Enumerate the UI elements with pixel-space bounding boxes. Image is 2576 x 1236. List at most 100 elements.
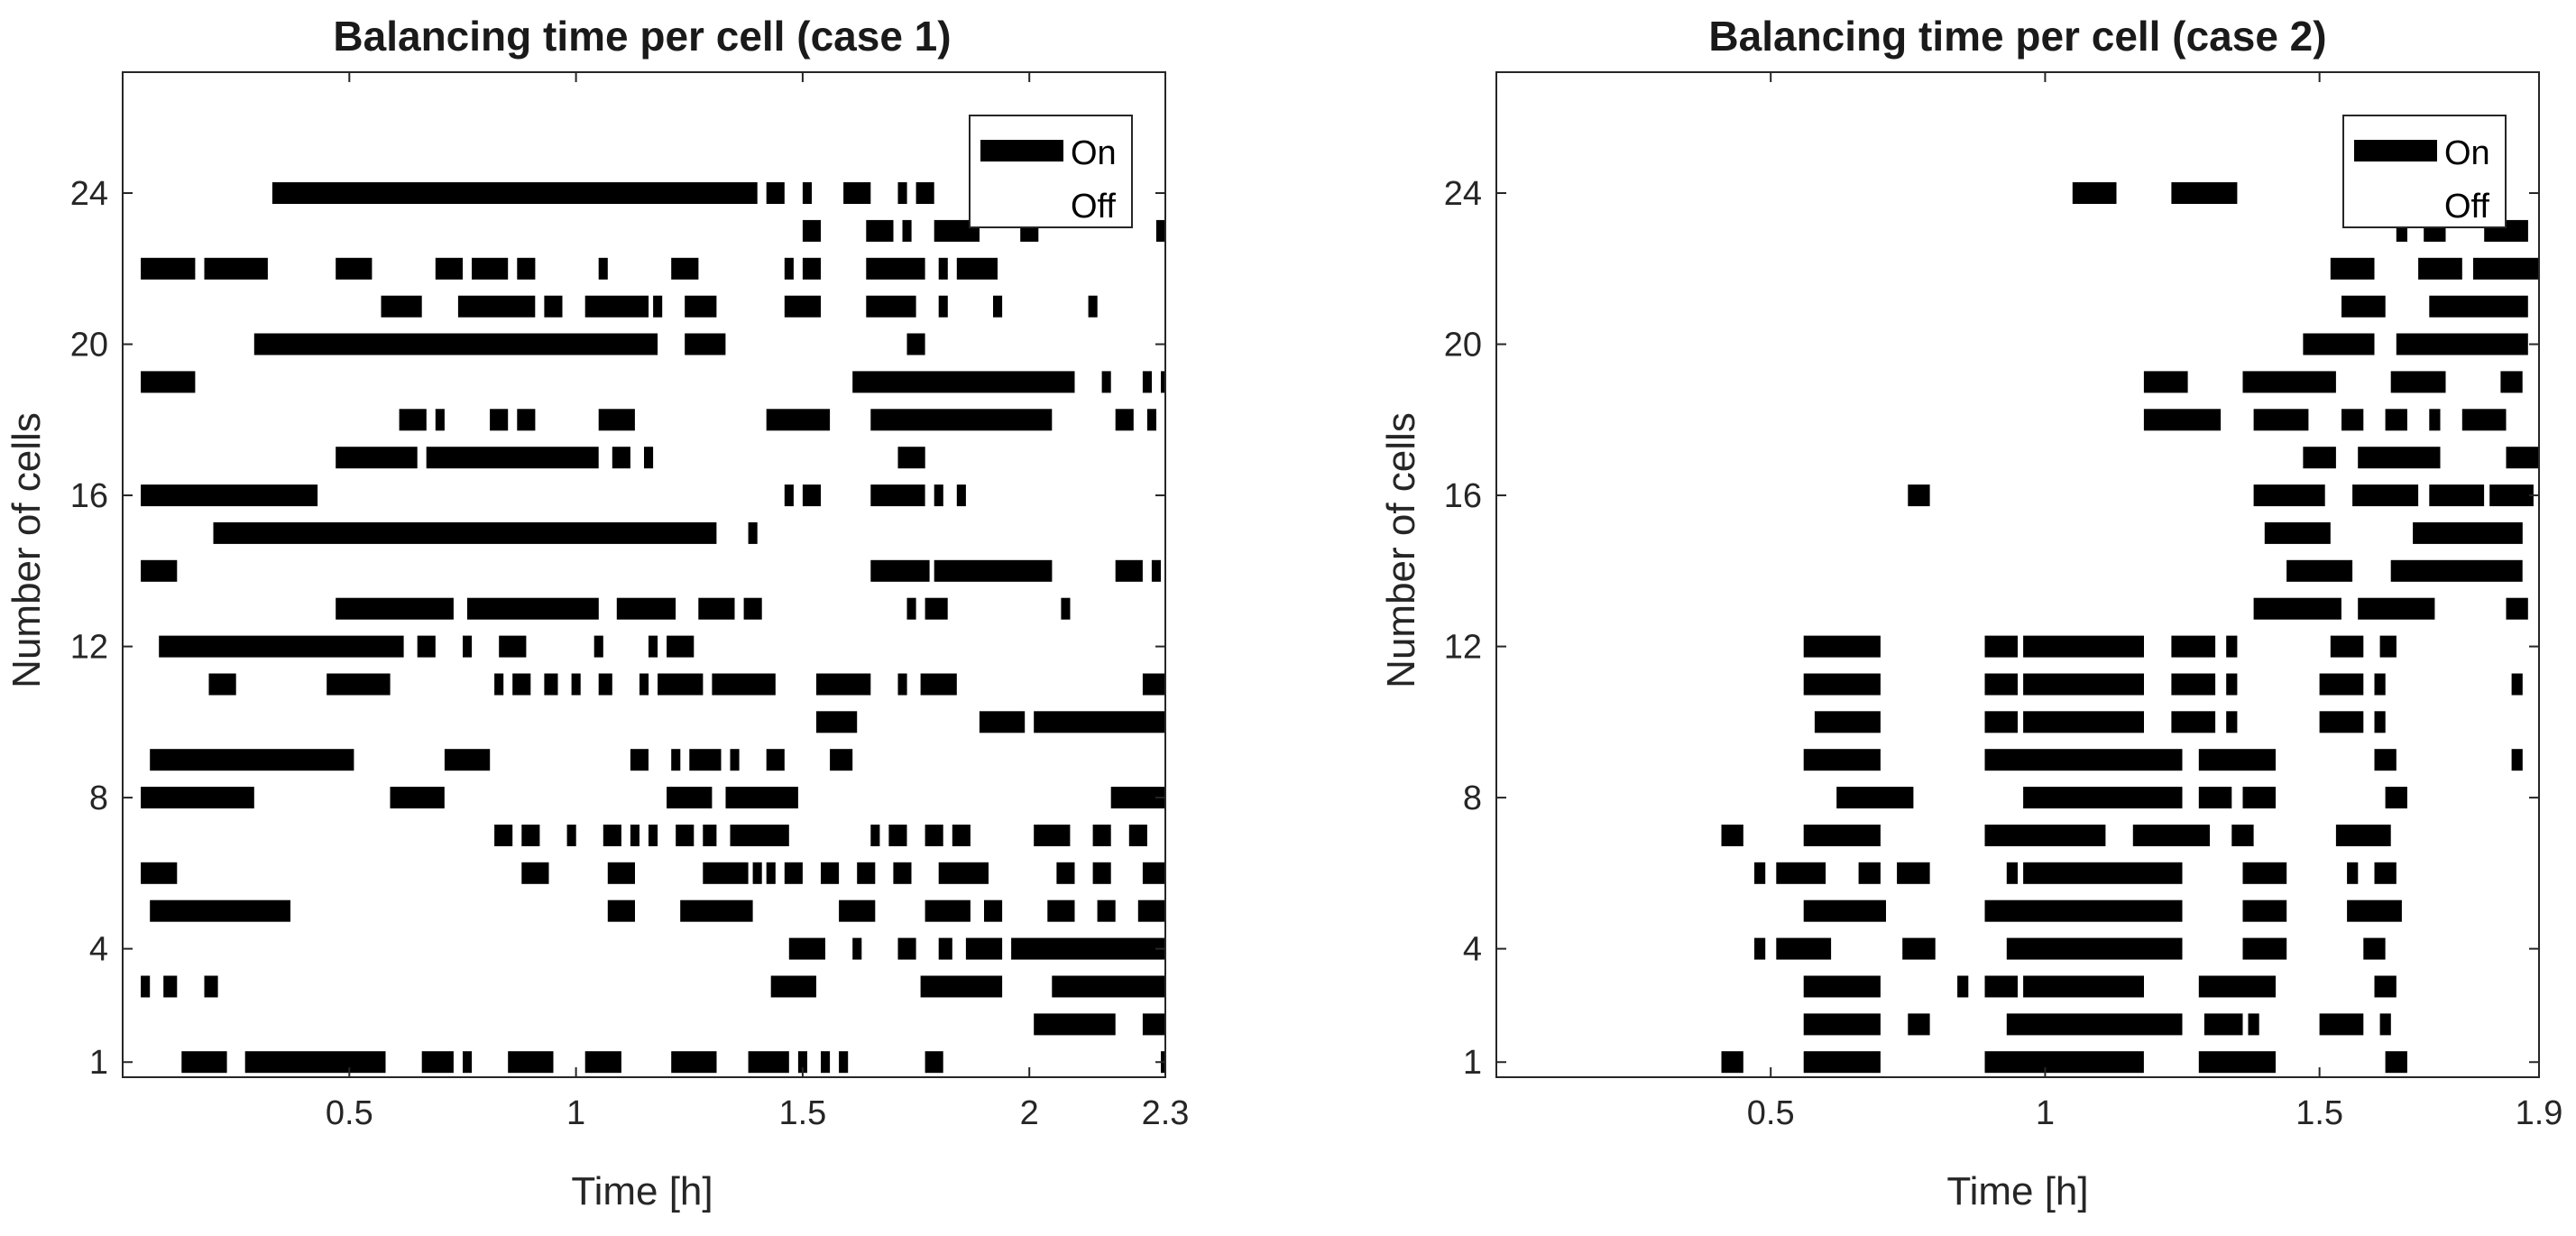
on-segment	[993, 295, 1003, 318]
on-segment	[897, 182, 907, 204]
on-segment	[159, 635, 404, 658]
on-segment	[517, 409, 536, 431]
on-segment	[685, 295, 717, 318]
on-segment	[984, 899, 1003, 922]
on-segment	[336, 597, 454, 620]
on-segment	[2335, 825, 2391, 846]
on-segment	[1984, 711, 2018, 733]
on-segment	[2198, 749, 2276, 771]
on-segment	[2242, 899, 2287, 922]
on-segment	[499, 635, 527, 658]
on-segment	[2374, 711, 2386, 733]
on-segment	[1088, 295, 1098, 318]
y-tick-label: 24	[70, 175, 108, 213]
on-segment	[2506, 597, 2528, 620]
on-segment	[649, 635, 658, 658]
on-segment	[2390, 559, 2523, 582]
on-segment	[956, 257, 998, 280]
x-tick-label: 1.5	[778, 1094, 826, 1132]
on-segment	[671, 1051, 717, 1074]
on-segment	[204, 975, 218, 998]
on-segment	[2072, 182, 2117, 204]
on-segment	[512, 673, 531, 696]
tick-group: 0.5 1 1.5 2 2.3 1 4 8 12 16 20 24	[70, 72, 1190, 1132]
x-tick-label: 2	[1020, 1094, 1039, 1132]
on-segment	[1115, 559, 1143, 582]
on-segment	[2231, 825, 2254, 846]
on-segment	[1803, 1013, 1881, 1036]
x-tick-label: 1.9	[2516, 1094, 2563, 1132]
on-segment	[2171, 673, 2216, 696]
y-tick-label: 4	[89, 931, 108, 969]
on-segment	[689, 749, 722, 771]
on-segment	[1097, 899, 1116, 922]
on-segment	[2023, 975, 2144, 998]
on-segment	[1984, 749, 2183, 771]
on-segment	[336, 447, 418, 469]
on-segment	[816, 711, 858, 733]
on-segment	[1803, 749, 1881, 771]
on-segment	[925, 597, 948, 620]
x-tick-label: 2.3	[1142, 1094, 1190, 1132]
on-segment	[866, 257, 925, 280]
on-segment	[748, 1051, 789, 1074]
on-segment	[2198, 975, 2276, 998]
on-segment	[2023, 673, 2144, 696]
on-segment	[508, 1051, 554, 1074]
on-segment	[2242, 371, 2336, 393]
on-segment	[1803, 975, 1881, 998]
y-tick-label: 16	[1444, 477, 1482, 515]
on-segment	[494, 825, 513, 846]
on-segment	[766, 409, 831, 431]
on-segment	[566, 825, 576, 846]
on-segment	[2385, 1051, 2407, 1074]
on-segment	[2429, 484, 2485, 507]
on-segment	[381, 295, 422, 318]
on-segment	[1146, 409, 1156, 431]
on-segment	[1776, 862, 1826, 884]
on-segment	[2242, 787, 2276, 809]
on-segment	[725, 787, 798, 809]
on-segment	[920, 975, 1003, 998]
chart-title: Balancing time per cell (case 2)	[1708, 13, 2326, 60]
legend-on-swatch	[980, 140, 1063, 161]
on-segment	[667, 635, 695, 658]
plot-frame	[122, 71, 1166, 1078]
on-segment	[2023, 862, 2183, 884]
on-segment	[2429, 295, 2528, 318]
on-segment	[843, 182, 871, 204]
on-segment	[2352, 484, 2419, 507]
on-segment	[1034, 711, 1165, 733]
x-tick-label: 0.5	[1747, 1094, 1795, 1132]
on-segment	[766, 862, 776, 884]
on-segment	[934, 484, 943, 507]
on-segment	[2374, 975, 2397, 998]
bar-group	[141, 182, 1165, 1074]
on-segment	[893, 862, 912, 884]
on-segment	[2341, 409, 2364, 431]
on-segment	[1142, 1013, 1165, 1036]
on-segment	[141, 975, 151, 998]
on-segment	[2023, 635, 2144, 658]
on-segment	[2253, 484, 2325, 507]
on-segment	[467, 597, 599, 620]
on-segment	[920, 673, 957, 696]
on-segment	[2358, 597, 2435, 620]
on-segment	[2429, 409, 2441, 431]
on-segment	[2006, 937, 2183, 960]
on-segment	[1984, 635, 2018, 658]
on-segment	[897, 937, 916, 960]
on-segment	[2303, 447, 2336, 469]
on-segment	[671, 257, 699, 280]
legend: On Off	[2342, 115, 2507, 228]
on-segment	[616, 597, 676, 620]
on-segment	[1803, 635, 1881, 658]
on-segment	[1011, 937, 1165, 960]
on-segment	[494, 673, 504, 696]
on-segment	[1034, 1013, 1116, 1036]
on-segment	[2132, 825, 2210, 846]
on-segment	[766, 749, 785, 771]
legend-off-label: Off	[1071, 188, 1116, 226]
on-segment	[1754, 862, 1766, 884]
